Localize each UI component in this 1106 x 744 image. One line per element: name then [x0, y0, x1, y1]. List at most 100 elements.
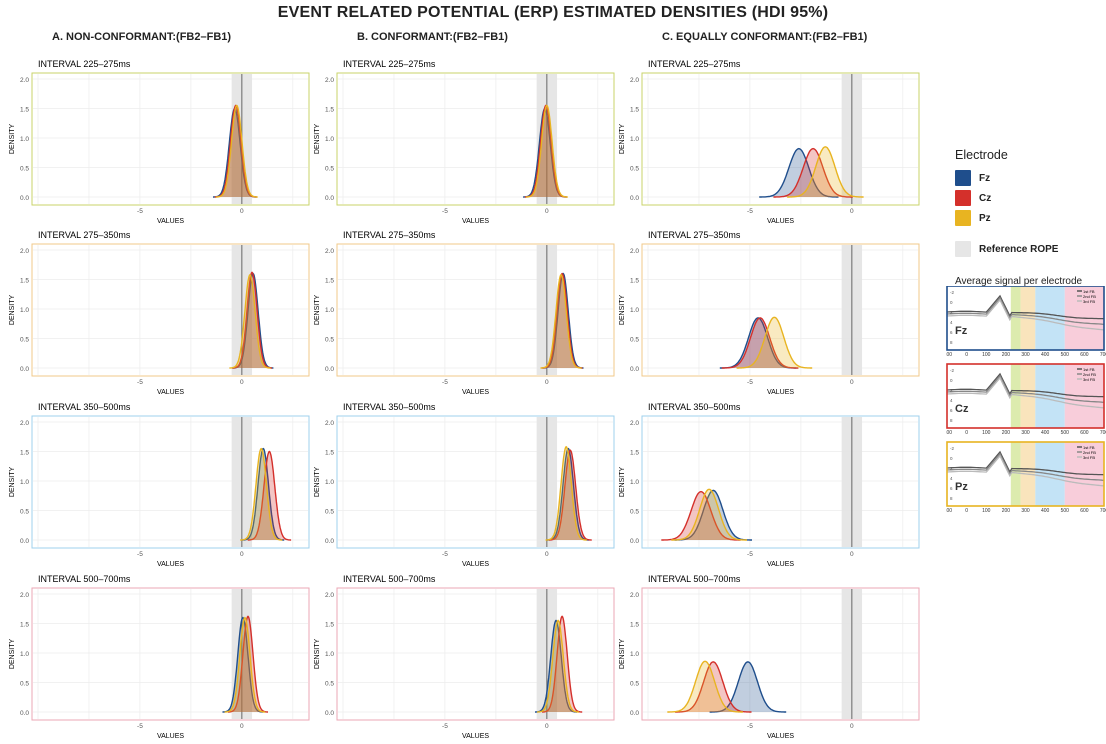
y-tick-label: 1.0 [325, 651, 334, 658]
avg-y-tick: 4 [950, 398, 953, 403]
x-tick-label: 0 [240, 208, 244, 215]
x-axis-label: VALUES [767, 561, 794, 568]
signal-trace [946, 298, 1105, 331]
rope-legend-item: Reference ROPE [955, 241, 1058, 257]
density-line [542, 615, 583, 713]
electrode-label: Cz [955, 403, 969, 415]
avg-x-tick: 300 [1021, 352, 1030, 358]
density-panel: INTERVAL 500–700ms 0.0 0.5 1.0 1.5 2.0 -5 0 VALU… [619, 574, 920, 740]
electrode-label: Pz [955, 481, 968, 493]
density-line [540, 273, 582, 369]
panel-frame [641, 72, 920, 206]
avg-x-tick: 0 [965, 352, 968, 358]
y-axis-label: DENSITY [619, 467, 626, 498]
density-area [674, 490, 752, 540]
y-tick-label: 0.5 [20, 337, 29, 344]
density-line [215, 104, 258, 198]
density-area [523, 108, 567, 197]
density-area [721, 317, 799, 368]
y-tick-label: 2.0 [20, 592, 29, 599]
figure-title: EVENT RELATED POTENTIAL (ERP) ESTIMATED … [277, 4, 829, 21]
x-tick-label: -5 [442, 723, 448, 730]
density-area [661, 491, 741, 540]
x-tick-label: 0 [850, 379, 854, 386]
density-area [787, 146, 864, 197]
x-tick-label: -5 [747, 208, 753, 215]
density-line [545, 445, 587, 541]
y-tick-label: 0.0 [325, 195, 334, 202]
y-tick-label: 2.0 [325, 248, 334, 255]
panel-interval-label: INTERVAL 275–350ms [38, 230, 131, 240]
rope-label: Reference ROPE [979, 243, 1059, 255]
density-charts: INTERVAL 225–275ms 0.0 0.5 1.0 1.5 2.0 -5 0 VALU… [9, 59, 920, 740]
avg-x-tick: 400 [1041, 352, 1050, 358]
x-tick-label: 0 [545, 723, 549, 730]
density-line [547, 447, 590, 541]
electrode-legend: Electrode Fz Cz Pz [955, 148, 1095, 228]
density-line [242, 447, 285, 541]
y-axis-label: DENSITY [9, 124, 16, 155]
y-tick-label: 2.0 [325, 77, 334, 84]
density-line [525, 104, 568, 198]
avg-x-tick: 500 [1061, 352, 1070, 358]
y-tick-label: 0.5 [630, 509, 639, 516]
time-window-band [1010, 364, 1021, 428]
x-axis-label: VALUES [157, 218, 184, 225]
x-tick-label: 0 [240, 379, 244, 386]
x-tick-label: 0 [850, 551, 854, 558]
avg-x-tick: 0 [965, 430, 968, 436]
density-panel: INTERVAL 350–500ms 0.0 0.5 1.0 1.5 2.0 -5 0 VALU… [314, 402, 615, 568]
x-tick-label: -5 [137, 723, 143, 730]
y-tick-label: 2.0 [630, 420, 639, 427]
y-tick-label: 2.0 [630, 248, 639, 255]
y-tick-label: 0.0 [630, 195, 639, 202]
legend-item-fz: Fz [955, 168, 1095, 188]
avg-x-tick: 500 [1061, 508, 1070, 514]
y-tick-label: 0.5 [325, 166, 334, 173]
panel-frame [641, 587, 920, 721]
signal-trace [946, 294, 1105, 320]
y-axis-label: DENSITY [314, 467, 321, 498]
y-tick-label: 1.5 [20, 107, 29, 114]
density-area [542, 616, 583, 712]
mini-legend-label: 1st FB [1083, 445, 1095, 450]
panel-frame [641, 243, 920, 377]
density-panel: INTERVAL 225–275ms 0.0 0.5 1.0 1.5 2.0 -5 0 VALU… [619, 59, 920, 225]
density-panel: INTERVAL 500–700ms 0.0 0.5 1.0 1.5 2.0 -5 0 VALU… [9, 574, 310, 740]
avg-x-tick: 200 [1002, 352, 1011, 358]
y-tick-label: 2.0 [325, 592, 334, 599]
x-axis-label: VALUES [767, 733, 794, 740]
y-tick-label: 0.5 [630, 166, 639, 173]
avg-x-tick: 500 [1061, 430, 1070, 436]
density-panel: INTERVAL 350–500ms 0.0 0.5 1.0 1.5 2.0 -5 0 VALU… [9, 402, 310, 568]
y-tick-label: 1.5 [630, 450, 639, 457]
x-tick-label: -5 [442, 551, 448, 558]
y-tick-label: 0.0 [20, 195, 29, 202]
density-line [537, 619, 579, 713]
density-line [721, 317, 799, 369]
density-area [542, 273, 584, 368]
mini-legend-label: 3rd FB [1083, 377, 1095, 382]
panel-frame [31, 415, 310, 549]
avg-y-tick: -2 [950, 368, 954, 373]
avg-x-tick: -100 [946, 352, 952, 358]
x-axis-label: VALUES [462, 561, 489, 568]
y-tick-label: 0.5 [325, 509, 334, 516]
y-tick-label: 0.5 [20, 509, 29, 516]
density-area [215, 105, 258, 197]
avg-x-tick: 300 [1021, 430, 1030, 436]
signal-trace [946, 372, 1105, 398]
legend-label: Fz [979, 172, 991, 184]
signal-trace [946, 376, 1105, 409]
panel-interval-label: INTERVAL 225–275ms [648, 59, 741, 69]
y-axis-label: DENSITY [314, 295, 321, 326]
density-area [229, 274, 271, 368]
mini-legend-label: 2nd FB [1083, 294, 1096, 299]
avg-x-tick: 200 [1002, 508, 1011, 514]
y-tick-label: 0.0 [630, 710, 639, 717]
density-panel: INTERVAL 275–350ms 0.0 0.5 1.0 1.5 2.0 -5 0 VALU… [314, 230, 615, 396]
y-tick-label: 0.0 [325, 710, 334, 717]
y-tick-label: 0.0 [325, 538, 334, 545]
y-axis-label: DENSITY [619, 295, 626, 326]
